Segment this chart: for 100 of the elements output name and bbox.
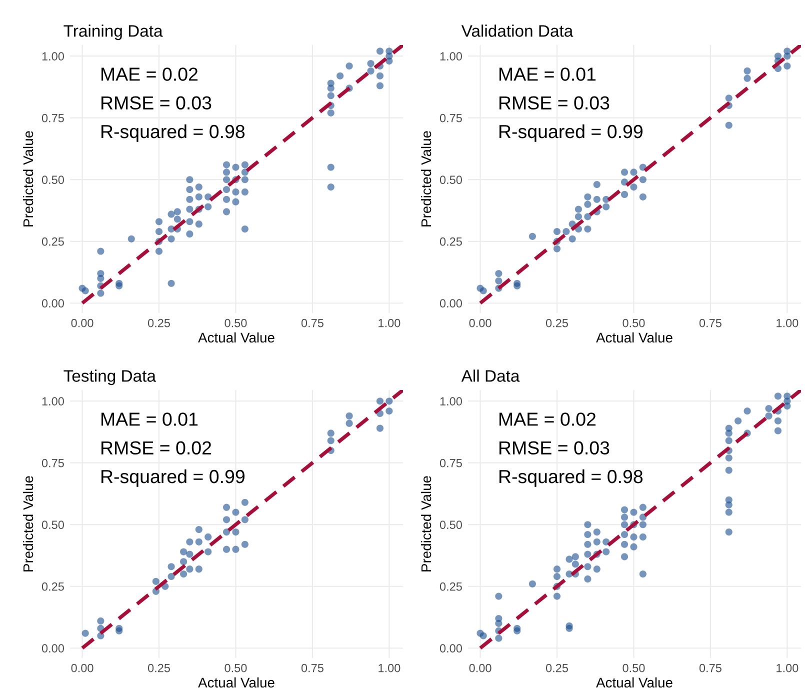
- point: [97, 617, 104, 624]
- point: [386, 407, 393, 415]
- point: [568, 235, 576, 242]
- point: [584, 225, 592, 233]
- point: [195, 526, 202, 534]
- annotation: MAE = 0.02: [500, 412, 596, 426]
- point: [630, 183, 638, 191]
- point: [593, 196, 600, 203]
- point: [593, 181, 600, 188]
- point: [784, 48, 791, 55]
- y-tick-label: 0.25: [42, 582, 64, 591]
- x-tick-label: 0.50: [224, 664, 247, 672]
- x-tick-label: 0.00: [71, 318, 94, 328]
- point: [195, 538, 202, 546]
- x-axis-title: Actual Value: [198, 332, 274, 343]
- x-tick-label: 1.00: [378, 318, 400, 328]
- y-tick-label: 0.50: [42, 520, 64, 530]
- point: [195, 566, 202, 573]
- point: [222, 504, 230, 511]
- point: [186, 550, 194, 558]
- point: [553, 245, 561, 252]
- point: [241, 516, 248, 524]
- point: [725, 94, 732, 102]
- y-tick-label: 0.00: [42, 299, 64, 308]
- point: [186, 566, 194, 573]
- y-tick-label: 0.50: [42, 176, 64, 184]
- point: [602, 203, 610, 210]
- annotation: MAE = 0.02: [102, 68, 198, 81]
- point: [620, 168, 628, 176]
- point: [222, 546, 230, 553]
- x-tick-label: 0.25: [148, 664, 170, 672]
- point: [222, 528, 230, 536]
- annotation: RMSE = 0.03: [500, 96, 610, 110]
- point: [574, 206, 582, 213]
- point: [82, 630, 89, 637]
- point: [584, 213, 592, 220]
- y-tick-label: 1.00: [42, 52, 64, 61]
- y-tick-label: 0.25: [42, 237, 64, 246]
- x-tick-label: 0.25: [148, 318, 170, 328]
- x-tick-label: 0.75: [301, 318, 324, 328]
- y-tick-label: 0.25: [440, 237, 462, 246]
- y-tick-label: 0.50: [440, 176, 462, 184]
- y-tick-label: 0.50: [440, 520, 462, 530]
- point: [553, 228, 561, 236]
- annotation: R-squared = 0.99: [500, 124, 642, 142]
- chart-title: Training Data: [64, 24, 163, 40]
- point: [744, 74, 751, 82]
- point: [232, 546, 240, 553]
- x-tick-label: 0.25: [546, 664, 568, 672]
- x-axis-title: Actual Value: [198, 677, 274, 688]
- point: [241, 540, 248, 548]
- y-tick-label: 0.25: [440, 582, 462, 591]
- y-tick-label: 0.75: [42, 114, 64, 122]
- point: [232, 508, 240, 516]
- y-tick-label: 1.00: [42, 397, 64, 406]
- x-tick-label: 1.00: [776, 318, 798, 328]
- annotation: RMSE = 0.03: [500, 441, 610, 455]
- y-axis-title: Predicted Value: [22, 131, 34, 226]
- x-tick-label: 1.00: [378, 664, 400, 672]
- point: [327, 437, 334, 444]
- point: [574, 213, 582, 220]
- chart-title: All Data: [461, 370, 520, 382]
- chart-title: Validation Data: [461, 24, 574, 37]
- point: [495, 270, 502, 278]
- x-axis-title: Actual Value: [596, 332, 672, 343]
- point: [620, 190, 628, 198]
- y-axis-title: Predicted Value: [420, 131, 432, 226]
- y-tick-label: 0.00: [42, 644, 64, 653]
- point: [152, 578, 160, 585]
- point: [232, 528, 240, 536]
- point: [386, 398, 393, 405]
- point: [186, 538, 194, 546]
- point: [204, 533, 212, 541]
- x-tick-label: 0.00: [71, 664, 94, 672]
- point: [327, 430, 334, 437]
- point: [630, 168, 638, 176]
- point: [346, 412, 353, 420]
- y-axis-title: Predicted Value: [420, 476, 432, 572]
- point: [241, 498, 248, 506]
- x-axis-title: Actual Value: [596, 677, 672, 688]
- point: [180, 570, 188, 578]
- x-tick-label: 0.50: [622, 664, 645, 672]
- y-tick-label: 0.00: [440, 644, 462, 653]
- point: [376, 398, 384, 405]
- y-tick-label: 1.00: [440, 397, 462, 406]
- annotation: RMSE = 0.03: [102, 96, 212, 110]
- x-tick-label: 0.25: [546, 318, 568, 328]
- point: [116, 624, 123, 632]
- point: [480, 287, 487, 294]
- point: [725, 122, 732, 129]
- annotation: RMSE = 0.02: [102, 441, 212, 455]
- y-tick-label: 1.00: [440, 52, 462, 61]
- point: [639, 176, 646, 184]
- annotation: R-squared = 0.99: [102, 469, 244, 487]
- x-tick-label: 0.00: [469, 318, 492, 328]
- x-tick-label: 0.00: [469, 664, 492, 672]
- x-tick-label: 0.75: [301, 664, 324, 672]
- x-tick-label: 0.75: [699, 664, 722, 672]
- y-tick-label: 0.75: [440, 114, 462, 122]
- annotation: MAE = 0.01: [102, 412, 198, 426]
